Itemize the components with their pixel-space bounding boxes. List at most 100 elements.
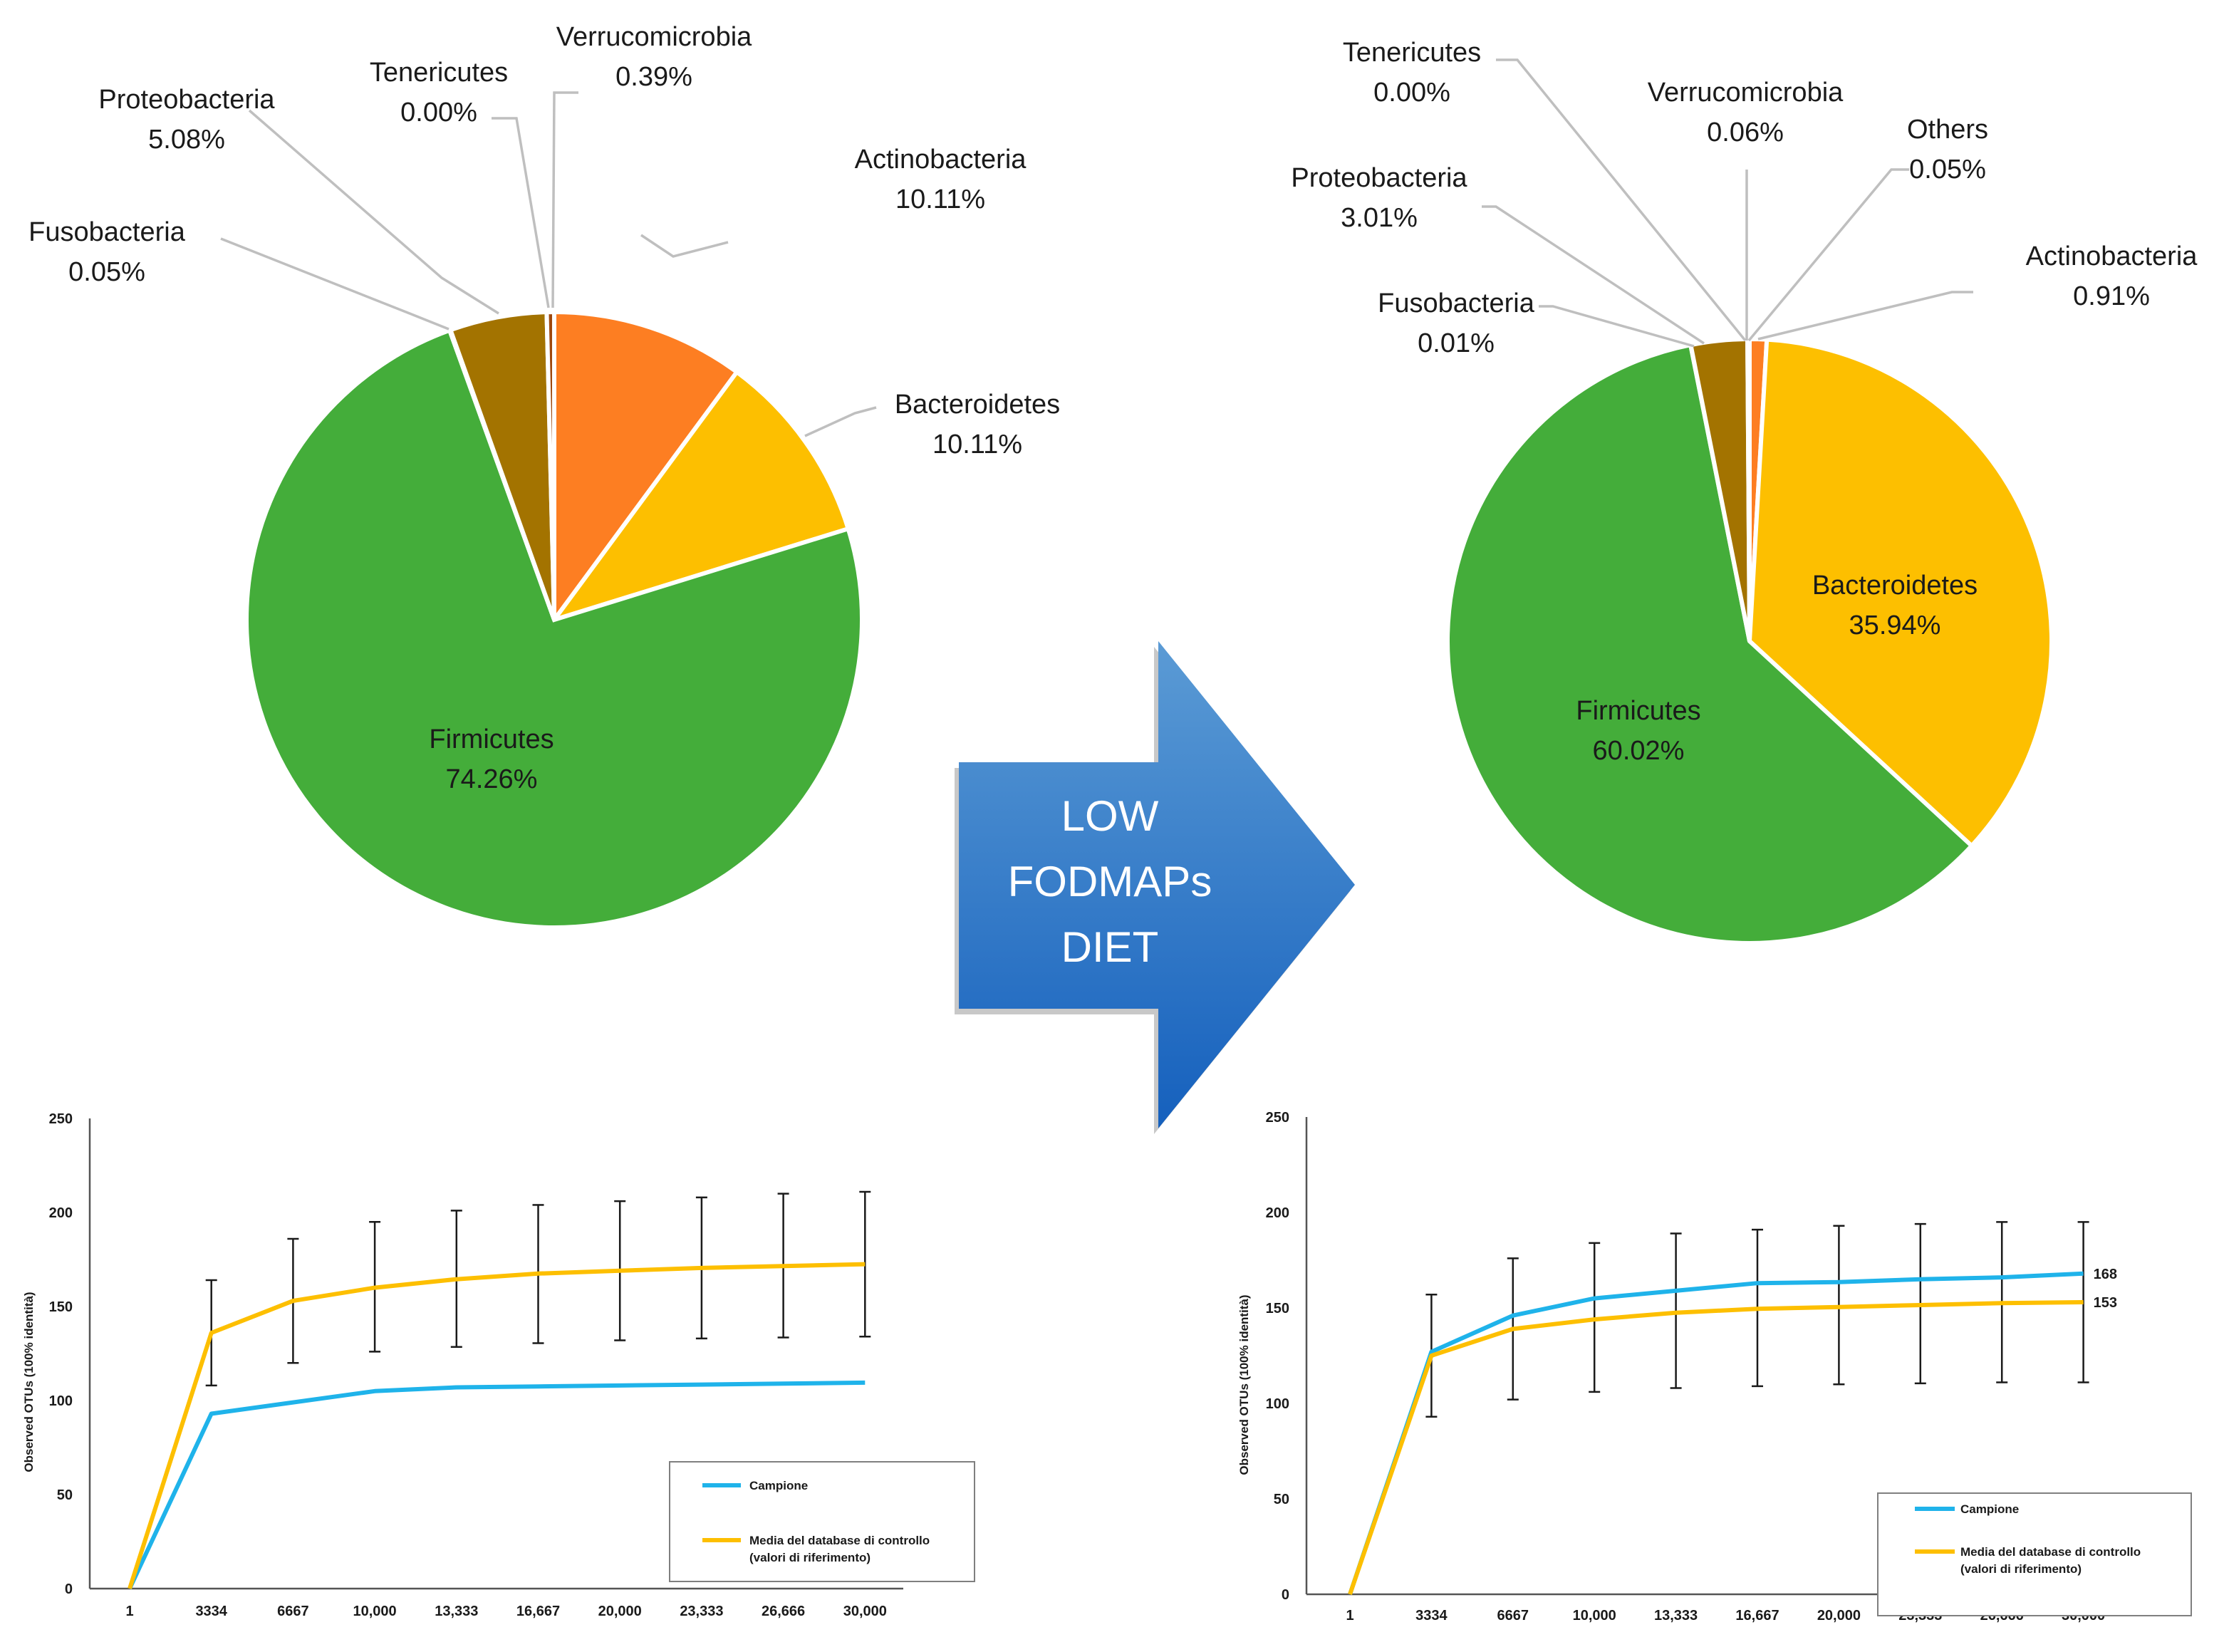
label-actinobacteria-before-name: Actinobacteria (855, 145, 1027, 175)
legend-before-media-sub: (valori di riferimento) (749, 1551, 871, 1564)
arrow-text-line-1: LOW (1061, 792, 1159, 840)
pie-chart-after: Actinobacteria 0.91% Bacteroidetes 35.94… (1291, 38, 2198, 945)
leader-fusobacteria-before (220, 237, 450, 331)
line-before-legend: Campione Media del database di controllo… (669, 1461, 975, 1582)
line-before-series (128, 1262, 866, 1590)
label-fusobacteria-after-name: Fusobacteria (1378, 289, 1535, 318)
label-firmicutes-before-value: 74.26% (446, 764, 538, 794)
line-before-ytick: 100 (49, 1393, 73, 1409)
line-after-series-media (1348, 1300, 2084, 1595)
leader-proteobacteria-after (1482, 205, 1705, 345)
line-after-xtick: 20,000 (1817, 1608, 1861, 1624)
line-after-legend: Campione Media del database di controllo… (1877, 1492, 2192, 1616)
line-after-ytick: 100 (1266, 1396, 1289, 1412)
label-actinobacteria-before-value: 10.11% (895, 185, 985, 214)
legend-before-campione: Campione (749, 1479, 808, 1492)
line-after-xtick: 13,333 (1654, 1608, 1698, 1624)
leader-proteobacteria-before (248, 109, 499, 315)
pie-after-slice-others (1746, 336, 1752, 642)
label-proteobacteria-after-name: Proteobacteria (1291, 163, 1467, 193)
arrow-text-line-3: DIET (1061, 923, 1159, 971)
line-after-end-label-campione: 168 (2094, 1267, 2117, 1282)
arrow-text-line-2: FODMAPs (1008, 858, 1212, 905)
label-firmicutes-before-name: Firmicutes (429, 724, 554, 754)
legend-after-media: Media del database di controllo (1960, 1545, 2141, 1559)
label-proteobacteria-before-name: Proteobacteria (98, 85, 275, 115)
leader-bacteroidetes-before (804, 406, 877, 437)
label-bacteroidetes-after-value: 35.94% (1849, 611, 1941, 640)
pie-after-slice-firmicutes (1445, 342, 1975, 945)
line-before-ytick: 50 (57, 1487, 73, 1503)
line-before-ytick: 250 (49, 1111, 73, 1127)
line-after-ytick: 200 (1266, 1205, 1289, 1221)
leader-tenericutes-before (492, 117, 550, 308)
pie-before-slice-firmicutes (244, 327, 864, 930)
label-verrucomicrobia-before-name: Verrucomicrobia (556, 22, 752, 52)
arrow-shape (959, 641, 1355, 1128)
line-after-ytick: 50 (1274, 1492, 1289, 1507)
legend-after-media-sub: (valori di riferimento) (1960, 1562, 2082, 1576)
label-tenericutes-after-name: Tenericutes (1343, 38, 1481, 68)
pie-after-slice-bacteroidetes (1747, 337, 2054, 849)
line-before-xtick: 23,333 (680, 1604, 723, 1619)
line-before-ytick: 150 (49, 1299, 73, 1315)
line-after-xtick: 3334 (1415, 1608, 1448, 1624)
pie-before-labels: Actinobacteria 10.11% Bacteroidetes 10.1… (28, 22, 1060, 794)
line-before-axes: 0 50 100 150 200 250 1 3334 6667 10,000 13,333 16,6… (49, 1111, 903, 1619)
label-fusobacteria-before-name: Fusobacteria (28, 217, 186, 247)
line-after-xtick: 6667 (1497, 1608, 1529, 1624)
leader-actinobacteria-after (1757, 291, 1973, 341)
label-proteobacteria-after-value: 3.01% (1341, 203, 1418, 233)
label-verrucomicrobia-after-value: 0.06% (1707, 118, 1784, 147)
line-before-series-campione (128, 1380, 866, 1590)
legend-before-box (669, 1461, 975, 1582)
line-after-xtick: 10,000 (1573, 1608, 1616, 1624)
label-bacteroidetes-before-name: Bacteroidetes (895, 390, 1060, 420)
legend-after-campione: Campione (1960, 1502, 2019, 1516)
label-others-after-name: Others (1907, 115, 1988, 145)
label-fusobacteria-after-value: 0.01% (1418, 328, 1495, 358)
label-proteobacteria-before-value: 5.08% (148, 125, 225, 155)
line-after-ytick: 250 (1266, 1110, 1289, 1126)
pie-before-slice-verrucomicrobia (544, 309, 556, 620)
label-firmicutes-after-name: Firmicutes (1576, 696, 1700, 726)
pie-after-slices (1445, 336, 2054, 945)
line-before-xtick: 3334 (195, 1604, 227, 1619)
legend-after-box (1877, 1492, 2192, 1616)
line-before-ytick: 0 (65, 1581, 73, 1597)
label-tenericutes-before-value: 0.00% (400, 98, 477, 128)
line-after-xtick: 16,667 (1735, 1608, 1779, 1624)
pie-before-leaders (220, 91, 877, 437)
leader-fusobacteria-after (1539, 305, 1695, 348)
line-chart-before: 0 50 100 150 200 250 1 3334 6667 10,000 13,333 16,6… (22, 1111, 975, 1619)
label-bacteroidetes-after-name: Bacteroidetes (1812, 571, 1978, 601)
line-before-ytick: 200 (49, 1205, 73, 1221)
line-after-ytick: 150 (1266, 1301, 1289, 1316)
line-after-series: 168 153 (1348, 1267, 2117, 1595)
line-before-xtick: 26,666 (762, 1604, 805, 1619)
leader-verrucomicrobia-before (551, 91, 578, 308)
line-before-xtick: 30,000 (843, 1604, 887, 1619)
leader-tenericutes-after (1496, 58, 1747, 342)
line-before-xtick: 20,000 (598, 1604, 642, 1619)
label-firmicutes-after-value: 60.02% (1593, 736, 1685, 766)
label-verrucomicrobia-before-value: 0.39% (615, 62, 692, 92)
pie-after-leaders (1482, 58, 1973, 348)
pie-before-slices (244, 309, 864, 930)
leader-actinobacteria-before (640, 234, 729, 258)
line-before-xtick: 10,000 (353, 1604, 397, 1619)
line-after-series-campione (1348, 1271, 2084, 1595)
line-before-ylabel: Observed OTUs (100% identità) (22, 1292, 36, 1472)
line-after-end-label-media: 153 (2094, 1295, 2117, 1311)
label-fusobacteria-before-value: 0.05% (68, 257, 145, 287)
pie-after-labels: Actinobacteria 0.91% Bacteroidetes 35.94… (1291, 38, 2198, 766)
diet-arrow: LOW FODMAPs DIET (955, 641, 1355, 1134)
line-before-xtick: 1 (125, 1604, 133, 1619)
label-actinobacteria-after-value: 0.91% (2073, 281, 2150, 311)
label-tenericutes-before-name: Tenericutes (370, 58, 508, 88)
legend-before-media: Media del database di controllo (749, 1534, 930, 1547)
label-others-after-value: 0.05% (1909, 155, 1986, 185)
label-bacteroidetes-before-value: 10.11% (932, 430, 1022, 459)
pie-chart-before: Actinobacteria 10.11% Bacteroidetes 10.1… (28, 22, 1060, 930)
